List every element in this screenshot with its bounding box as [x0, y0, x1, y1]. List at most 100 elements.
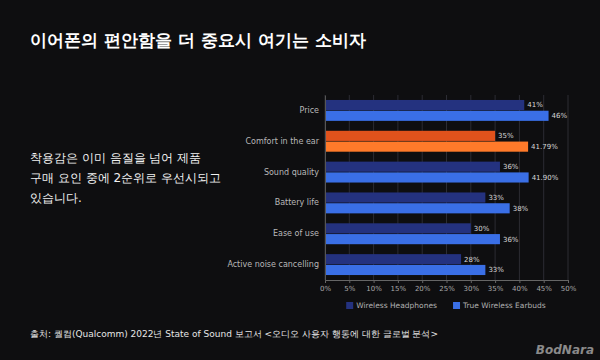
tick-label: 5% — [344, 285, 355, 293]
tick: 25% — [439, 280, 455, 293]
category-label: Comfort in the ear — [245, 137, 319, 146]
tick-label: 15% — [391, 285, 407, 293]
data-label: 41% — [527, 101, 543, 109]
grid-line — [568, 95, 569, 280]
tick-label: 25% — [439, 285, 455, 293]
legend-swatch — [453, 302, 460, 309]
bar — [325, 223, 471, 233]
tick: Comfort in the ear — [245, 137, 319, 146]
bar — [325, 234, 500, 244]
category-label: Active noise cancelling — [227, 260, 319, 269]
tick: 50% — [561, 280, 577, 293]
watermark: BodNara — [536, 343, 594, 357]
data-label: 35% — [498, 132, 514, 140]
category-label: Battery life — [275, 198, 319, 207]
legend-label: True Wireless Earbuds — [462, 301, 546, 310]
tick: 20% — [415, 280, 431, 293]
tick-label: 0% — [320, 285, 331, 293]
grid-line — [446, 95, 447, 280]
tick: 5% — [344, 280, 355, 293]
y-axis: Price Comfort in the ear Sound quality Batt… — [227, 96, 325, 281]
grid-line — [422, 95, 423, 280]
tick-label: 50% — [561, 285, 577, 293]
tick-mark — [374, 280, 375, 283]
tick: 15% — [391, 280, 407, 293]
tick-label: 10% — [366, 285, 382, 293]
data-label: 36% — [503, 163, 519, 171]
legend-item: True Wireless Earbuds — [453, 301, 546, 310]
grid-line — [349, 95, 350, 280]
grid-line — [495, 95, 496, 280]
tick-mark — [519, 280, 520, 283]
tick-mark — [422, 280, 423, 283]
grid-line — [543, 95, 544, 280]
tick: 45% — [536, 280, 552, 293]
tick-mark — [471, 280, 472, 283]
data-labels: 41% 35% 36% 33% 30% 28% 46% 41.79% 41.90% 38% 36% 3… — [464, 101, 567, 274]
category-label: Sound quality — [264, 168, 319, 177]
grid — [325, 95, 568, 280]
slide-title: 이어폰의 편안함을 더 중요시 여기는 소비자 — [30, 30, 366, 50]
body-text: 착용감은 이미 음질을 넘어 제품 — [30, 151, 201, 165]
tick: 40% — [512, 280, 528, 293]
grid-line — [325, 95, 326, 280]
data-label: 30% — [474, 225, 490, 233]
x-axis: 0% 5% 10% 15% 20% 25% 30% 35% 40% 45% 50% — [320, 280, 577, 293]
tick: Battery life — [275, 198, 319, 207]
tick-label: 40% — [512, 285, 528, 293]
data-label: 36% — [503, 236, 519, 244]
grid-line — [397, 95, 398, 280]
tick-mark — [544, 280, 545, 283]
source-note: 출처: 퀄컴(Qualcomm) 2022년 State of Sound 보고… — [30, 329, 438, 339]
slide: 이어폰의 편안함을 더 중요시 여기는 소비자착용감은 이미 음질을 넘어 제품… — [0, 0, 600, 360]
axis-line — [326, 281, 569, 284]
data-label: 41.79% — [531, 143, 558, 151]
tick: 0% — [320, 280, 331, 293]
bar — [325, 172, 529, 182]
legend-swatch — [346, 302, 353, 309]
bar — [325, 254, 461, 264]
data-label: 33% — [488, 266, 504, 274]
tick-mark — [398, 280, 399, 283]
grid-line — [519, 95, 520, 280]
tick: 10% — [366, 280, 382, 293]
bar — [325, 203, 510, 213]
axis-line — [325, 96, 326, 281]
bar — [325, 192, 485, 202]
data-label: 38% — [513, 205, 529, 213]
grid-line — [373, 95, 374, 280]
bar — [325, 265, 485, 275]
tick: Ease of use — [273, 229, 319, 238]
legend-item: Wireless Headphones — [346, 301, 437, 310]
category-label: Ease of use — [273, 229, 319, 238]
legend-label: Wireless Headphones — [356, 301, 437, 310]
body-text: 있습니다. — [30, 191, 82, 205]
tick-mark — [349, 280, 350, 283]
bar — [325, 111, 549, 121]
bar — [325, 131, 495, 141]
data-label: 46% — [552, 112, 568, 120]
tick-mark — [495, 280, 496, 283]
body-text: 구매 요인 중에 2순위로 우선시되고 — [30, 171, 221, 185]
tick: 30% — [464, 280, 480, 293]
bar — [325, 100, 524, 110]
tick-label: 30% — [464, 285, 480, 293]
data-label: 33% — [488, 194, 504, 202]
bar — [325, 162, 500, 172]
tick: Active noise cancelling — [227, 260, 319, 269]
tick: Price — [299, 106, 319, 115]
data-label: 41.90% — [532, 174, 559, 182]
tick-label: 20% — [415, 285, 431, 293]
bars — [325, 100, 549, 275]
category-label: Price — [299, 106, 319, 115]
tick: 35% — [488, 280, 504, 293]
legend: Wireless Headphones True Wireless Earbuds — [346, 301, 546, 310]
tick-label: 45% — [536, 285, 552, 293]
tick: Sound quality — [264, 168, 319, 177]
tick-mark — [568, 280, 569, 283]
data-label: 28% — [464, 256, 480, 264]
bar — [325, 142, 528, 152]
tick-label: 35% — [488, 285, 504, 293]
tick-mark — [447, 280, 448, 283]
grid-line — [470, 95, 471, 280]
